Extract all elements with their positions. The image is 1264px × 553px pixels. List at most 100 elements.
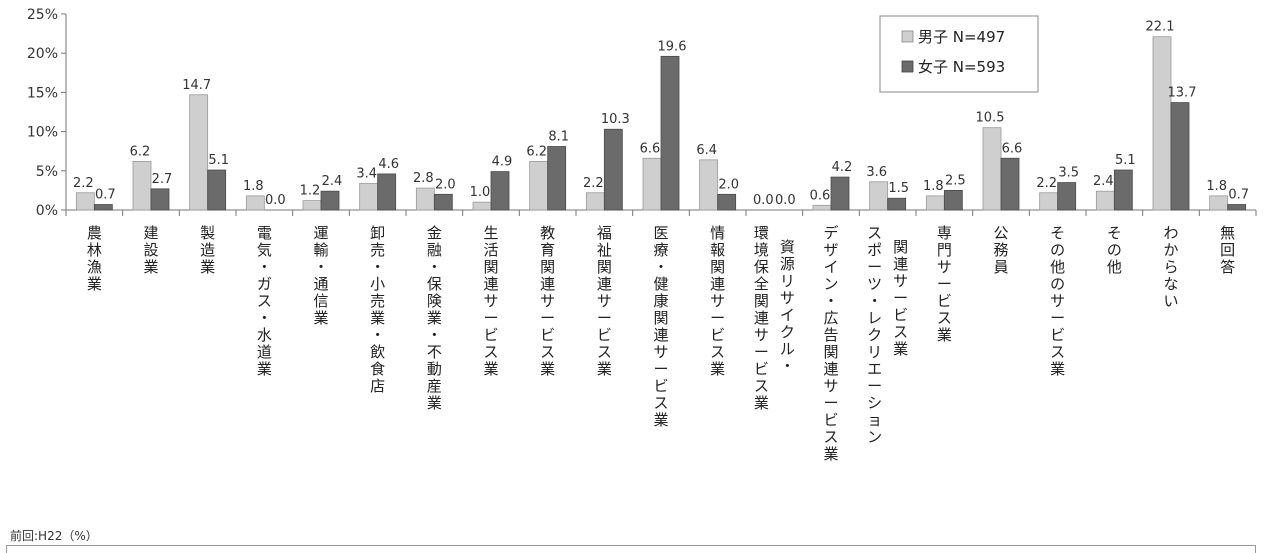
bar bbox=[603, 128, 623, 211]
category-label: 関連サービス業 bbox=[893, 238, 908, 358]
bar bbox=[925, 195, 945, 211]
bar-value-label: 2.5 bbox=[945, 173, 966, 188]
bar bbox=[812, 204, 832, 211]
bar bbox=[359, 182, 379, 211]
bar-value-label: 2.4 bbox=[322, 174, 343, 189]
previous-survey-note: 前回:H22（%） bbox=[10, 529, 98, 543]
bar-value-label: 2.2 bbox=[583, 176, 604, 191]
bar bbox=[982, 127, 1002, 211]
category-label: 建設業 bbox=[143, 224, 158, 276]
bar-value-label: 3.6 bbox=[866, 165, 887, 180]
category-label: 医療・健康関連サービス業 bbox=[653, 224, 668, 429]
bar-value-label: 1.8 bbox=[1206, 179, 1227, 194]
category-label: 製造業 bbox=[200, 224, 215, 276]
bar bbox=[1039, 192, 1059, 211]
bar-value-label: 6.6 bbox=[1002, 141, 1023, 156]
bar bbox=[189, 94, 209, 211]
category-label: わからない bbox=[1163, 224, 1178, 310]
bar bbox=[1209, 195, 1229, 211]
bar-value-label: 2.8 bbox=[413, 171, 434, 186]
bar-value-label: 4.6 bbox=[378, 157, 399, 172]
bar bbox=[660, 55, 680, 211]
y-tick-label: 15% bbox=[27, 85, 58, 101]
category-label: 電気・ガス・水道業 bbox=[257, 224, 272, 378]
category-label: 情報関連サービス業 bbox=[710, 224, 725, 378]
bar-value-label: 2.2 bbox=[1036, 176, 1057, 191]
bar-value-label: 3.5 bbox=[1058, 166, 1079, 181]
bar-value-label: 10.3 bbox=[601, 112, 630, 127]
category-label: 公務員 bbox=[993, 224, 1008, 276]
bar-value-label: 1.2 bbox=[300, 184, 321, 199]
bar-value-label: 0.7 bbox=[1228, 188, 1249, 203]
bar bbox=[529, 160, 549, 211]
bar bbox=[433, 193, 453, 211]
bar-value-label: 6.2 bbox=[526, 144, 547, 159]
bar bbox=[887, 197, 907, 211]
category-label: 農林漁業 bbox=[87, 224, 102, 293]
bar-value-label: 14.7 bbox=[182, 78, 211, 93]
category-label: 資源リサイクル・ bbox=[780, 238, 795, 375]
bar-value-label: 2.2 bbox=[73, 176, 94, 191]
category-label: スポーツ・レクリエーション bbox=[867, 224, 882, 446]
y-tick-label: 20% bbox=[27, 46, 58, 62]
bar-value-label: 1.5 bbox=[888, 181, 909, 196]
y-tick-label: 10% bbox=[27, 125, 58, 141]
bar bbox=[472, 201, 492, 211]
bar bbox=[1000, 157, 1020, 211]
bar bbox=[1057, 182, 1077, 211]
y-tick-label: 25% bbox=[27, 7, 58, 23]
bar-value-label: 3.4 bbox=[356, 166, 377, 181]
y-tick-label: 0% bbox=[36, 203, 58, 219]
bar bbox=[699, 159, 719, 211]
bar-value-label: 1.8 bbox=[923, 179, 944, 194]
category-label: 環境保全関連サービス業 bbox=[754, 224, 769, 412]
category-label: 金融・保険業・不動産業 bbox=[427, 224, 442, 412]
bar-value-label: 2.0 bbox=[718, 177, 739, 192]
bar bbox=[320, 190, 340, 211]
bar bbox=[132, 160, 152, 211]
bar bbox=[943, 189, 963, 211]
category-label: 運輸・通信業 bbox=[313, 224, 328, 327]
category-label: デザイン・広告関連サービス業 bbox=[823, 224, 838, 463]
bar bbox=[830, 176, 850, 211]
bar-value-label: 0.0 bbox=[775, 193, 796, 208]
bar bbox=[1227, 204, 1247, 211]
bar bbox=[547, 146, 567, 211]
bar-value-label: 13.7 bbox=[1168, 86, 1197, 101]
bar-value-label: 10.5 bbox=[976, 111, 1005, 126]
bar-value-label: 8.1 bbox=[548, 129, 569, 144]
bar bbox=[642, 157, 662, 211]
category-label: 福祉関連サービス業 bbox=[597, 224, 612, 378]
category-label: 生活関連サービス業 bbox=[483, 224, 498, 378]
bar-value-label: 0.0 bbox=[753, 193, 774, 208]
bar bbox=[1152, 36, 1172, 211]
bar bbox=[245, 195, 265, 211]
legend-swatch bbox=[901, 60, 914, 73]
bar bbox=[585, 192, 605, 211]
bar bbox=[717, 193, 737, 211]
category-label: 教育関連サービス業 bbox=[540, 224, 555, 378]
bar-value-label: 6.4 bbox=[696, 143, 717, 158]
bar-value-label: 19.6 bbox=[658, 39, 687, 54]
y-tick-label: 5% bbox=[36, 164, 58, 180]
bar bbox=[302, 200, 322, 211]
bar-value-label: 5.1 bbox=[1115, 153, 1136, 168]
bar-value-label: 2.0 bbox=[435, 177, 456, 192]
bar-value-label: 6.6 bbox=[640, 141, 661, 156]
category-label: 専門サービス業 bbox=[937, 224, 952, 344]
legend-label: 男子 N=497 bbox=[918, 28, 1005, 46]
bar bbox=[1170, 102, 1190, 211]
bar bbox=[490, 171, 510, 211]
bar-value-label: 2.7 bbox=[152, 172, 173, 187]
bar bbox=[207, 169, 227, 211]
legend-swatch bbox=[901, 30, 914, 43]
bar-value-label: 4.9 bbox=[492, 155, 513, 170]
category-label: 無回答 bbox=[1220, 224, 1235, 276]
bar-value-label: 5.1 bbox=[208, 153, 229, 168]
bar-value-label: 22.1 bbox=[1146, 20, 1175, 35]
legend-label: 女子 N=593 bbox=[918, 58, 1005, 76]
bar bbox=[150, 188, 170, 211]
bar-value-label: 2.4 bbox=[1093, 174, 1114, 189]
bar bbox=[415, 187, 435, 211]
